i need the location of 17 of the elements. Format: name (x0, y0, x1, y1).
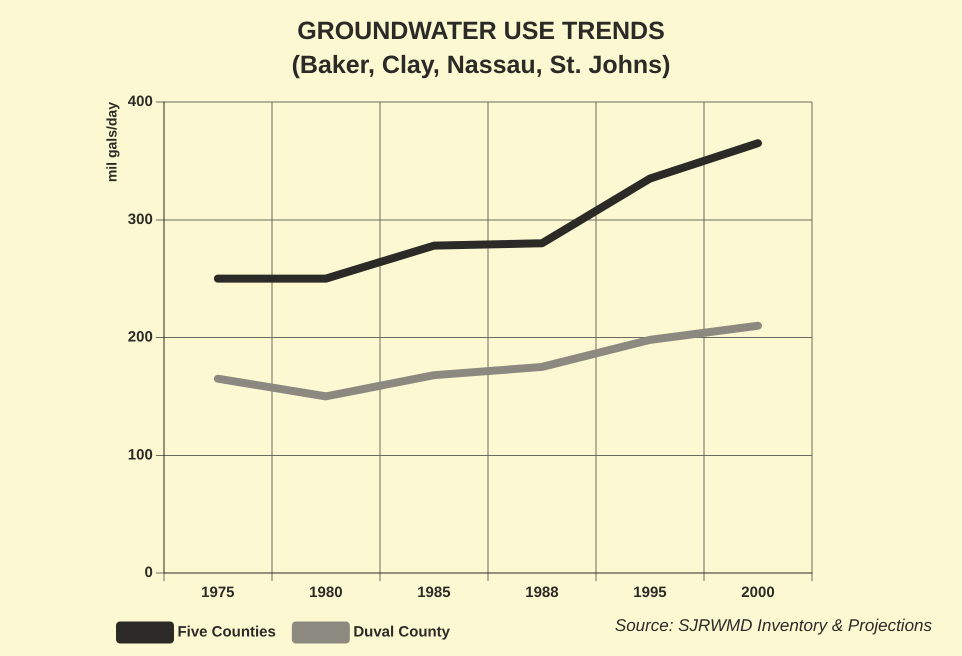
y-axis-title: mil gals/day (103, 102, 120, 182)
y-tick-label: 300 (128, 210, 153, 228)
x-tick-label: 1975 (201, 584, 235, 602)
x-tick-label: 2000 (741, 584, 775, 602)
legend-label: Five Counties (178, 624, 276, 641)
x-tick-label: 1980 (309, 584, 343, 602)
y-tick-label: 100 (128, 446, 153, 464)
y-tick-label: 200 (128, 328, 153, 346)
legend-label: Duval County (353, 624, 451, 641)
x-tick-label: 1988 (525, 584, 559, 602)
y-tick-label: 400 (128, 93, 153, 110)
x-tick-label: 1995 (633, 584, 667, 602)
chart-title: GROUNDWATER USE TRENDS (297, 17, 665, 45)
y-tick-label: 0 (144, 564, 153, 582)
chart-subtitle: (Baker, Clay, Nassau, St. Johns) (292, 51, 670, 79)
source-note: Source: SJRWMD Inventory & Projections (614, 616, 932, 636)
x-tick-label: 1985 (417, 584, 451, 602)
